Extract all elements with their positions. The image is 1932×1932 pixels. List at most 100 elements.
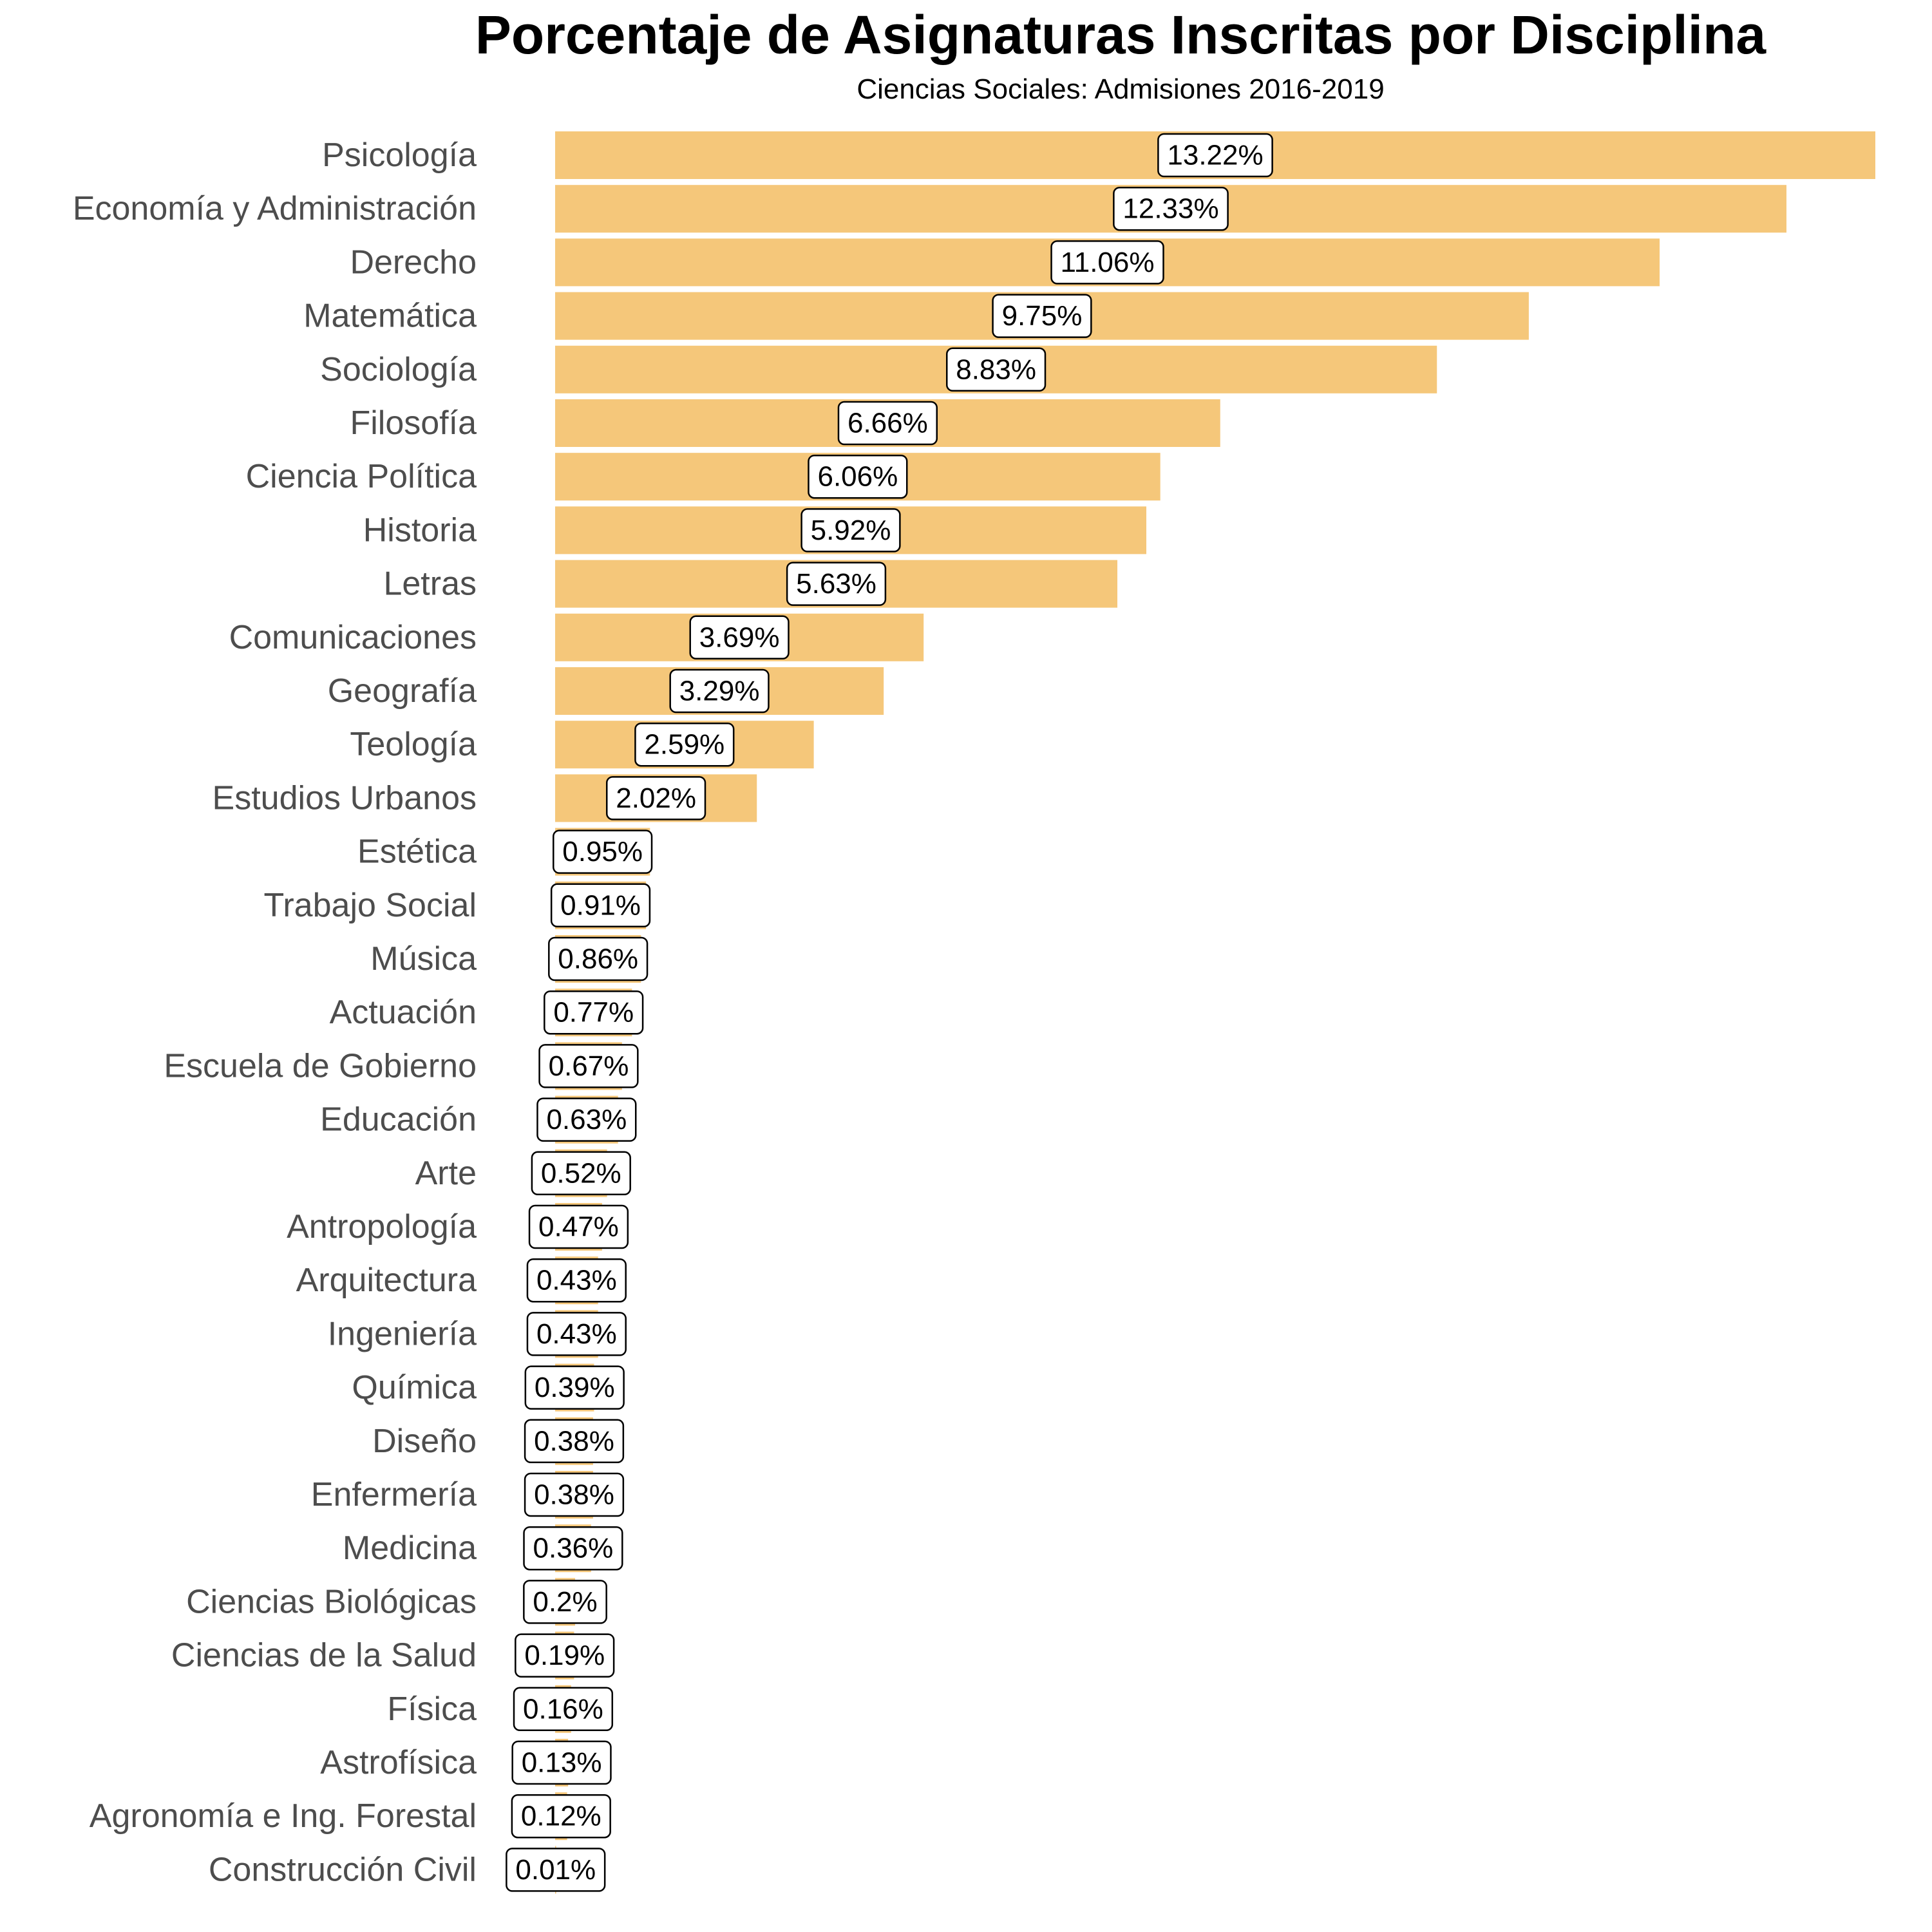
value-label-text: 0.91% — [560, 889, 641, 921]
value-label-text: 5.63% — [796, 568, 876, 600]
value-label-text: 0.52% — [541, 1157, 621, 1189]
value-label-text: 9.75% — [1002, 300, 1083, 332]
value-label-text: 6.66% — [848, 408, 928, 439]
category-labels: Psicología Economía y Administración Derec… — [73, 137, 477, 1888]
chart-subtitle: Ciencias Sociales: Admisiones 2016-2019 — [0, 73, 1932, 106]
category-label-fisica: Física — [387, 1690, 477, 1728]
value-label-ciencias-de-la-salud: 0.19% — [515, 1633, 615, 1678]
value-label-diseno: 0.38% — [524, 1419, 625, 1464]
value-label-fisica: 0.16% — [513, 1687, 614, 1732]
value-label-box — [531, 1151, 631, 1196]
value-label-text: 6.06% — [817, 461, 898, 493]
bars-layer — [555, 131, 1875, 1894]
category-label-estudios-urbanos: Estudios Urbanos — [213, 779, 477, 817]
value-label-actuacion: 0.77% — [544, 990, 644, 1035]
category-label-arquitectura: Arquitectura — [296, 1262, 477, 1299]
category-label-medicina: Medicina — [343, 1530, 477, 1567]
value-label-psicologia: 13.22% — [1157, 133, 1273, 178]
value-label-historia: 5.92% — [800, 508, 901, 553]
value-label-box — [526, 1312, 627, 1356]
category-label-teologia: Teología — [350, 726, 477, 763]
value-label-arquitectura: 0.43% — [526, 1258, 627, 1303]
value-label-box — [506, 1848, 606, 1892]
value-label-estudios-urbanos: 2.02% — [605, 776, 706, 820]
value-label-filosofia: 6.66% — [837, 401, 938, 446]
category-label-psicologia: Psicología — [322, 137, 477, 174]
value-label-geografia: 3.29% — [669, 668, 770, 714]
value-label-ingenieria: 0.43% — [526, 1312, 627, 1356]
value-label-agronomia-e-ing-forestal: 0.12% — [511, 1794, 611, 1839]
value-label-text: 5.92% — [811, 515, 891, 546]
value-label-text: 0.43% — [536, 1265, 617, 1296]
value-label-box — [669, 668, 770, 714]
value-label-box — [526, 1258, 627, 1303]
value-label-ciencias-biologicas: 0.2% — [523, 1580, 607, 1624]
value-label-letras: 5.63% — [786, 562, 887, 606]
category-label-letras: Letras — [383, 565, 477, 603]
category-label-ciencias-biologicas: Ciencias Biológicas — [186, 1583, 477, 1620]
value-label-box — [524, 1365, 625, 1410]
category-label-derecho: Derecho — [350, 243, 477, 281]
value-label-text: 0.13% — [522, 1747, 602, 1779]
value-label-box — [689, 615, 790, 660]
category-label-enfermeria: Enfermería — [311, 1476, 477, 1513]
value-label-text: 0.36% — [533, 1533, 614, 1564]
value-label-box — [528, 1204, 629, 1249]
value-label-text: 0.95% — [562, 836, 643, 867]
value-label-box — [800, 508, 901, 553]
value-label-box — [992, 294, 1092, 338]
value-label-astrofisica: 0.13% — [511, 1740, 612, 1785]
value-label-box — [550, 883, 651, 928]
value-label-derecho: 11.06% — [1050, 240, 1164, 285]
category-label-antropologia: Antropología — [287, 1208, 477, 1245]
chart-title-text: Porcentaje de Asignaturas Inscritas por … — [475, 5, 1766, 65]
value-labels: 13.22% 12.33% 11.06% 9.75% 8.83% 6.66% 6.06% 5.… — [506, 133, 1273, 1892]
category-label-filosofia: Filosofía — [350, 404, 477, 442]
category-label-arte: Arte — [415, 1155, 477, 1192]
value-label-box — [524, 1472, 625, 1517]
category-label-escuela-de-gobierno: Escuela de Gobierno — [164, 1047, 477, 1084]
category-label-ciencias-de-la-salud: Ciencias de la Salud — [171, 1637, 477, 1674]
value-label-text: 0.2% — [533, 1586, 597, 1618]
value-label-box — [808, 454, 908, 499]
value-label-arte: 0.52% — [531, 1151, 631, 1196]
value-label-matematica: 9.75% — [992, 294, 1092, 338]
value-label-text: 3.69% — [699, 621, 780, 653]
value-label-text: 0.63% — [546, 1104, 627, 1135]
value-label-box — [553, 829, 653, 874]
value-label-comunicaciones: 3.69% — [689, 615, 790, 660]
chart-title: Porcentaje de Asignaturas Inscritas por … — [0, 4, 1932, 66]
value-label-text: 0.16% — [523, 1693, 603, 1725]
category-label-matematica: Matemática — [303, 298, 477, 335]
value-label-text: 0.43% — [536, 1318, 617, 1350]
value-label-economia-y-administracion: 12.33% — [1113, 186, 1229, 231]
category-label-actuacion: Actuación — [330, 994, 477, 1031]
value-label-enfermeria: 0.38% — [524, 1472, 625, 1517]
value-label-text: 2.59% — [644, 729, 724, 761]
value-label-box — [515, 1633, 615, 1678]
value-label-text: 3.29% — [679, 676, 760, 707]
value-label-teologia: 2.59% — [634, 722, 735, 767]
value-label-box — [786, 562, 887, 606]
category-label-trabajo-social: Trabajo Social — [264, 887, 477, 924]
category-label-astrofisica: Astrofísica — [320, 1744, 477, 1781]
value-label-quimica: 0.39% — [524, 1365, 625, 1410]
value-label-ciencia-politica: 6.06% — [808, 454, 908, 499]
value-label-box — [1157, 133, 1273, 178]
value-label-escuela-de-gobierno: 0.67% — [538, 1044, 639, 1088]
value-label-text: 8.83% — [956, 354, 1036, 385]
value-label-text: 11.06% — [1061, 247, 1155, 278]
value-label-box — [524, 1419, 625, 1464]
value-label-box — [1050, 240, 1164, 285]
value-label-musica: 0.86% — [548, 936, 649, 981]
category-label-educacion: Educación — [320, 1101, 477, 1139]
value-label-box — [536, 1097, 637, 1142]
value-label-box — [511, 1740, 612, 1785]
category-label-comunicaciones: Comunicaciones — [229, 619, 477, 656]
value-label-construccion-civil: 0.01% — [506, 1848, 606, 1892]
chart-subtitle-text: Ciencias Sociales: Admisiones 2016-2019 — [857, 73, 1385, 105]
value-label-text: 2.02% — [616, 782, 696, 814]
value-label-text: 0.77% — [553, 997, 634, 1028]
category-label-ingenieria: Ingeniería — [328, 1315, 477, 1352]
value-label-box — [837, 401, 938, 446]
